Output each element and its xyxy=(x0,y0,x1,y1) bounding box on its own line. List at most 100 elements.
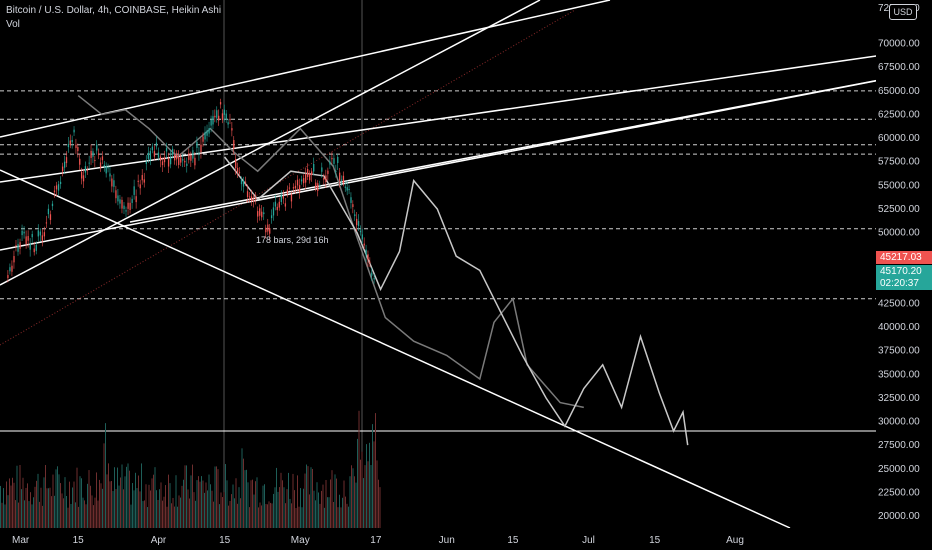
candle-body xyxy=(331,157,333,160)
volume-bar xyxy=(25,487,27,528)
volume-bar xyxy=(339,494,340,528)
candle-body xyxy=(198,153,200,155)
candle-body xyxy=(263,212,265,215)
volume-bar xyxy=(49,487,51,528)
volume-bar xyxy=(241,448,243,528)
volume-bar xyxy=(226,480,228,528)
candle-body xyxy=(80,171,83,179)
volume-bar xyxy=(373,441,375,528)
volume-bar xyxy=(351,465,352,528)
candle-body xyxy=(90,150,92,158)
volume-bar xyxy=(240,498,241,528)
volume-bar xyxy=(334,474,336,528)
candle-body xyxy=(188,153,190,160)
candle-body xyxy=(274,201,277,207)
candle-body xyxy=(369,261,371,263)
candle-body xyxy=(169,157,172,165)
volume-bar xyxy=(150,490,151,528)
candle-body xyxy=(265,227,267,233)
candle-body xyxy=(344,186,346,188)
volume-bar xyxy=(333,501,334,528)
volume-bar xyxy=(340,507,342,528)
volume-bar xyxy=(288,472,289,528)
volume-bar xyxy=(289,498,291,528)
candle-body xyxy=(313,163,315,172)
trendline xyxy=(129,69,932,223)
volume-bar xyxy=(328,497,330,528)
price-axis-label: 50000.00 xyxy=(878,228,920,239)
volume-bar xyxy=(82,497,84,528)
candle-body xyxy=(359,230,362,233)
candle-body xyxy=(180,157,182,163)
symbol-title: Bitcoin / U.S. Dollar, 4h, COINBASE, Hei… xyxy=(6,5,222,16)
candle-body xyxy=(25,236,27,245)
volume-bar xyxy=(207,490,208,528)
candle-body xyxy=(259,208,261,216)
price-axis-label: 32500.00 xyxy=(878,393,920,404)
candle-body xyxy=(69,140,71,146)
candle-body xyxy=(27,236,29,241)
candle-body xyxy=(280,194,282,202)
candle-body xyxy=(75,144,77,149)
candle-body xyxy=(115,190,117,199)
volume-bar xyxy=(54,495,55,528)
volume-bar xyxy=(22,477,24,528)
candle-body xyxy=(219,102,222,105)
volume-bar xyxy=(304,473,306,528)
candle-body xyxy=(354,214,356,217)
candle-body xyxy=(350,197,352,203)
volume-bar xyxy=(132,483,133,528)
price-axis-label: 40000.00 xyxy=(878,322,920,333)
candle-body xyxy=(210,119,212,126)
volume-bar xyxy=(348,506,349,528)
candle-body xyxy=(192,150,194,159)
currency-button[interactable]: USD xyxy=(889,4,917,20)
price-axis-label: 62500.00 xyxy=(878,109,920,120)
candle-body xyxy=(371,272,373,276)
volume-bar xyxy=(3,488,4,528)
volume-bar xyxy=(165,485,166,528)
volume-bar xyxy=(378,479,379,528)
volume-bar xyxy=(295,507,297,528)
volume-bar xyxy=(363,478,364,528)
volume-bar xyxy=(91,495,93,528)
candle-body xyxy=(92,151,94,157)
volume-bar xyxy=(325,479,327,528)
volume-bar xyxy=(130,504,132,528)
volume-bar xyxy=(118,485,120,528)
candle-body xyxy=(67,143,70,148)
volume-bar xyxy=(78,506,79,528)
candle-body xyxy=(261,211,263,218)
volume-bar xyxy=(154,467,156,528)
candle-body xyxy=(325,175,327,182)
candle-body xyxy=(9,267,11,272)
candle-body xyxy=(286,189,289,194)
price-axis-label: 60000.00 xyxy=(878,133,920,144)
volume-bar xyxy=(225,464,226,528)
volume-bar xyxy=(258,507,259,528)
candle-body xyxy=(190,154,192,161)
volume-bar xyxy=(247,482,249,528)
volume-bar xyxy=(285,503,286,528)
volume-bar xyxy=(144,500,145,528)
candle-body xyxy=(309,174,311,181)
candle-body xyxy=(267,224,269,232)
volume-bar xyxy=(309,494,310,528)
candle-body xyxy=(282,196,285,199)
volume-bar xyxy=(10,485,12,528)
price-axis-label: 30000.00 xyxy=(878,417,920,428)
candle-body xyxy=(311,171,313,176)
price-axis-label: 35000.00 xyxy=(878,369,920,380)
chart-legend: Bitcoin / U.S. Dollar, 4h, COINBASE, Hei… xyxy=(6,4,221,32)
candle-body xyxy=(225,113,227,120)
volume-bar xyxy=(286,489,288,528)
volume-bar xyxy=(13,482,15,528)
volume-bar xyxy=(102,488,103,528)
candle-body xyxy=(288,187,291,189)
candle-body xyxy=(161,161,164,166)
volume-bar xyxy=(120,477,121,528)
candle-body xyxy=(342,175,345,184)
candle-body xyxy=(119,199,121,204)
